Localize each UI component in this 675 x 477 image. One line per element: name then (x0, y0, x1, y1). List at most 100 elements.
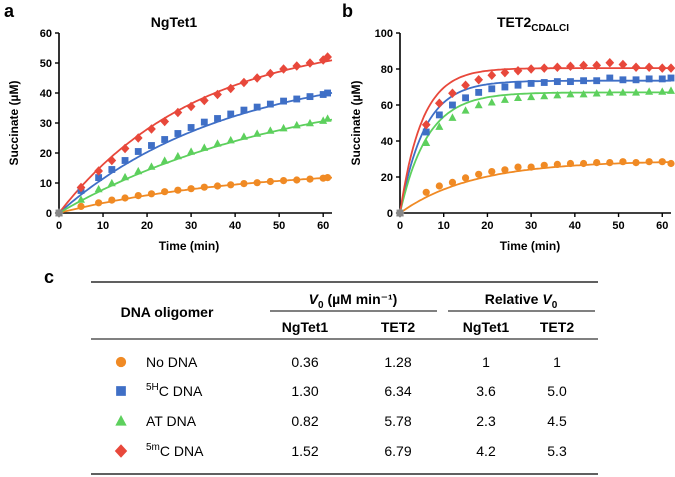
data-point (449, 101, 456, 109)
data-point (279, 176, 288, 185)
data-point (147, 162, 156, 170)
data-point (592, 60, 602, 71)
fit-curve (399, 91, 671, 214)
panel-label-c: c (44, 267, 54, 287)
legend-marker (114, 444, 128, 458)
data-point (293, 176, 301, 184)
data-point (462, 94, 469, 102)
data-point (658, 87, 667, 95)
y-tick-label: 20 (40, 148, 52, 160)
data-point (95, 199, 103, 207)
header-rel-tet2: TET2 (540, 319, 574, 335)
data-point (434, 98, 444, 108)
x-tick-label: 40 (229, 220, 241, 232)
data-point (266, 100, 274, 108)
data-point (319, 116, 328, 124)
data-point (553, 78, 561, 86)
row-label: No DNA (146, 354, 198, 370)
data-point (645, 87, 654, 95)
x-tick-label: 0 (397, 220, 403, 232)
data-point (134, 191, 142, 200)
data-point (174, 130, 182, 137)
y-tick-label: 60 (40, 28, 52, 40)
data-point (266, 177, 274, 186)
y-axis-label: Succinate (µM) (349, 81, 363, 166)
table-row: 5HC DNA 1.30 6.34 3.6 5.0 (116, 382, 567, 399)
cell-v-tet2: 6.79 (384, 443, 411, 459)
data-point (632, 76, 640, 84)
data-point (226, 83, 236, 94)
data-point (667, 159, 675, 168)
data-point (120, 143, 130, 154)
data-point (77, 195, 86, 203)
data-point (645, 75, 653, 83)
table-row: 5mC DNA 1.52 6.79 4.2 5.3 (114, 442, 567, 459)
y-tick-label: 50 (40, 58, 52, 70)
data-point (527, 92, 536, 101)
data-point (501, 83, 509, 91)
x-tick-label: 60 (317, 220, 329, 232)
data-point (618, 88, 627, 96)
data-point (422, 138, 431, 147)
data-point (580, 77, 588, 85)
data-point (553, 90, 562, 99)
data-point (514, 93, 523, 102)
data-point (513, 66, 523, 76)
data-point (213, 89, 222, 100)
data-point (121, 194, 129, 202)
data-point (448, 178, 457, 187)
data-point (227, 181, 235, 189)
data-point (227, 110, 235, 118)
data-point (186, 101, 196, 112)
cell-v-tet2: 1.28 (384, 354, 411, 370)
data-point (461, 106, 470, 114)
data-point (461, 174, 470, 182)
data-point (134, 148, 142, 155)
data-point (133, 133, 143, 143)
data-point (593, 77, 601, 85)
legend-marker (115, 356, 127, 368)
data-point (279, 123, 288, 132)
data-point (292, 120, 301, 129)
data-point (200, 143, 209, 151)
table-row: AT DNA 0.82 5.78 2.3 4.5 (115, 413, 567, 429)
data-point (280, 97, 287, 105)
data-point (539, 63, 549, 73)
data-point (540, 161, 548, 169)
cell-r-tet2: 5.3 (547, 443, 567, 459)
data-point (618, 59, 628, 70)
data-point (566, 61, 575, 72)
data-point (292, 61, 302, 71)
data-point (54, 208, 64, 218)
data-point (658, 75, 666, 83)
y-tick-label: 10 (40, 178, 52, 190)
data-point (160, 156, 169, 164)
data-point (253, 129, 262, 137)
table-row: No DNA 0.36 1.28 1 1 (115, 354, 561, 370)
data-point (147, 190, 156, 198)
data-point (107, 178, 116, 187)
data-point (667, 74, 675, 82)
data-point (606, 74, 614, 82)
x-tick-label: 40 (569, 220, 581, 232)
data-point (553, 160, 561, 169)
x-tick-label: 20 (481, 220, 493, 232)
data-point (667, 86, 675, 94)
header-oligomer: DNA oligomer (121, 304, 214, 320)
y-tick-label: 40 (381, 136, 393, 148)
data-point (422, 128, 430, 136)
x-tick-label: 30 (525, 220, 537, 232)
data-point (527, 79, 535, 87)
data-point (514, 163, 522, 171)
data-point (253, 179, 261, 187)
y-tick-label: 80 (381, 64, 393, 76)
data-point (200, 118, 208, 126)
row-label: AT DNA (146, 413, 197, 429)
data-point (173, 151, 182, 160)
x-tick-label: 60 (656, 220, 668, 232)
cell-r-tet2: 5.0 (547, 383, 567, 399)
y-tick-label: 0 (46, 208, 52, 220)
fit-curve (58, 118, 333, 214)
data-point (631, 62, 641, 72)
header-relative-v0: Relative V0 (485, 291, 558, 311)
